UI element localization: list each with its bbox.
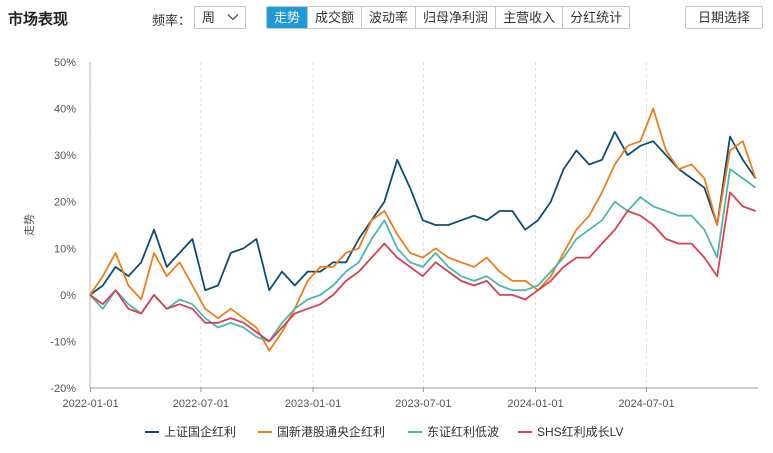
tab-turnover[interactable]: 成交额 bbox=[307, 7, 362, 28]
y-tick-label: -10% bbox=[50, 336, 76, 348]
x-tick-label: 2024-07-01 bbox=[618, 398, 674, 410]
x-tick-label: 2023-07-01 bbox=[395, 398, 451, 410]
tab-revenue[interactable]: 主营收入 bbox=[495, 7, 563, 28]
tab-trend[interactable]: 走势 bbox=[267, 7, 308, 28]
series-line-3 bbox=[89, 168, 757, 343]
frequency-label: 频率： bbox=[152, 13, 192, 28]
legend-label: 国新港股通央企红利 bbox=[277, 424, 385, 439]
y-axis-label: 走势 bbox=[23, 214, 36, 236]
header: 市场表现 频率： 周 走势 成交额 波动率 归母净利润 主营收入 分红统计 日期… bbox=[0, 0, 773, 36]
legend-label: 东证红利低波 bbox=[427, 424, 499, 439]
line-chart: -20% -10% 0% 10% 20% 30% 40% 50% 2022-01-01 2022-… bbox=[23, 57, 758, 439]
frequency-value: 周 bbox=[202, 10, 216, 25]
series-line-2 bbox=[89, 107, 757, 352]
y-tick-label: -20% bbox=[50, 383, 76, 395]
y-tick-label: 30% bbox=[54, 150, 76, 162]
page-title: 市场表现 bbox=[8, 11, 69, 28]
x-tick-label: 2023-01-01 bbox=[285, 398, 341, 410]
tab-bar: 走势 成交额 波动率 归母净利润 主营收入 分红统计 bbox=[266, 6, 631, 29]
frequency-select[interactable]: 周 bbox=[194, 6, 246, 29]
series-line-4 bbox=[89, 191, 756, 343]
x-tick-label: 2022-01-01 bbox=[62, 398, 118, 410]
tab-net-profit[interactable]: 归母净利润 bbox=[415, 7, 496, 28]
y-tick-label: 20% bbox=[54, 197, 76, 209]
y-tick-label: 10% bbox=[54, 243, 76, 255]
y-tick-label: 0% bbox=[60, 290, 76, 302]
x-tick-label: 2022-07-01 bbox=[173, 398, 229, 410]
tab-dividend[interactable]: 分红统计 bbox=[562, 7, 630, 28]
date-select-button[interactable]: 日期选择 bbox=[685, 6, 763, 29]
y-tick-label: 40% bbox=[54, 104, 76, 116]
series-line-1 bbox=[89, 131, 757, 296]
legend-label: 上证国企红利 bbox=[164, 424, 236, 439]
tab-volatility[interactable]: 波动率 bbox=[361, 7, 416, 28]
chevron-down-icon bbox=[227, 14, 239, 21]
x-tick-label: 2024-01-01 bbox=[507, 398, 563, 410]
legend-label: SHS红利成长LV bbox=[537, 424, 623, 439]
y-tick-label: 50% bbox=[54, 57, 76, 69]
